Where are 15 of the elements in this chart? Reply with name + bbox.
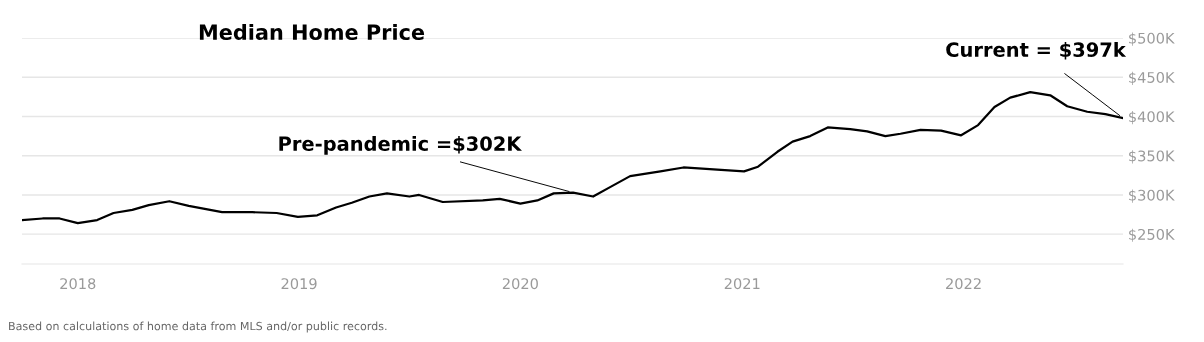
y-tick-label: $400K xyxy=(1129,110,1175,125)
annotation: Pre-pandemic =$302K xyxy=(279,135,522,155)
y-tick-label: $300K xyxy=(1129,189,1175,203)
y-tick-label: $450K xyxy=(1129,71,1175,85)
x-tick-label: 2020 xyxy=(502,278,538,290)
x-tick-label: 2022 xyxy=(946,278,981,290)
y-tick-label: $500K xyxy=(1129,32,1175,46)
x-tick-label: 2019 xyxy=(281,278,317,290)
chart-title: Median Home Price xyxy=(199,23,425,41)
x-tick-label: 2018 xyxy=(60,278,96,290)
annotation: Current = $397k xyxy=(946,41,1127,60)
text: Based on calculations of home data from MLS and/or public records. xyxy=(9,321,387,333)
y-tick-label: $350K xyxy=(1129,150,1175,164)
x-tick-label: 2021 xyxy=(724,278,760,290)
y-tick-label: $250K xyxy=(1129,228,1175,242)
